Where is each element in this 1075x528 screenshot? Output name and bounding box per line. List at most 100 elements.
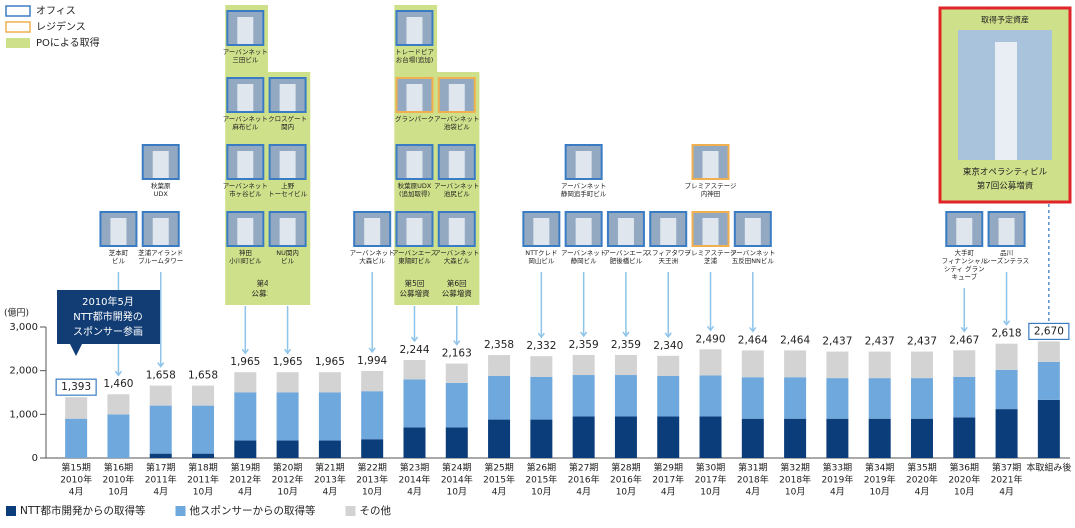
photo-caption: アーバンネット [350, 249, 395, 257]
photo-building [279, 84, 296, 111]
arrow-head [157, 362, 165, 368]
photo-caption: 静岡ビル [571, 256, 598, 265]
x-tick-label: 4月 [999, 487, 1014, 498]
photo-legend-swatch [5, 21, 31, 33]
x-tick-label: 10月 [277, 487, 297, 498]
photo-building [152, 151, 169, 178]
legend-label: NTT都市開発からの取得等 [20, 504, 146, 517]
y-tick-label: 3,000 [9, 322, 38, 333]
po-label: 第5回 [405, 278, 425, 288]
photo-building [448, 84, 465, 111]
x-tick-label: 2018年 [737, 474, 769, 486]
x-tick-label: 10月 [193, 487, 213, 498]
photo-caption: 関内 [281, 122, 294, 131]
featured-title: 取得予定資産 [981, 15, 1029, 25]
featured-building [995, 42, 1017, 160]
bar-segment [234, 392, 257, 441]
photo-caption: フィナンシャル [942, 257, 988, 265]
photo-caption: 市ヶ谷ビル [229, 189, 262, 198]
x-tick-label: 第22期 [357, 462, 386, 474]
sponsor-note: 2010年5月 [82, 295, 134, 308]
bar-segment [1037, 361, 1060, 400]
photo-caption: プレミアステージ [685, 249, 737, 257]
arrow-head [749, 326, 757, 333]
total-label: 1,965 [315, 356, 345, 368]
arrow-head [664, 332, 672, 339]
photo-building [237, 218, 254, 245]
x-tick-label: 4月 [323, 487, 338, 498]
bar-segment [403, 427, 426, 458]
total-label: 2,340 [653, 340, 683, 352]
photo-caption: 五反田NNビル [732, 256, 775, 265]
legend-swatch [6, 506, 16, 516]
bar-segment [107, 394, 130, 415]
photo-caption: シティ グラン [944, 264, 985, 273]
total-label: 2,490 [695, 333, 725, 345]
x-tick-label: 2012年 [272, 474, 304, 486]
photo-building [406, 151, 423, 178]
total-label: 2,464 [738, 334, 768, 346]
total-label: 2,244 [399, 344, 429, 356]
x-tick-label: 2017年 [652, 474, 684, 486]
photo-caption: 大手町 [955, 248, 975, 257]
total-label: 2,618 [992, 328, 1022, 340]
bar-segment [953, 417, 976, 458]
photo-building [575, 151, 592, 178]
photo-building [406, 84, 423, 111]
photo-caption: アーバンネット [434, 249, 479, 257]
legend-swatch [175, 506, 186, 516]
total-label: 2,670 [1034, 325, 1064, 337]
bar-segment [65, 397, 88, 419]
photo-caption: スフィアタワー [646, 248, 691, 257]
x-tick-label: 2015年 [525, 474, 557, 486]
bar-segment [488, 375, 511, 420]
photo-caption: 静岡追手町ビル [561, 189, 607, 198]
photo-caption: トーセイビル [268, 189, 308, 198]
arrow-head [284, 348, 292, 355]
bar-segment [488, 355, 511, 376]
bar-segment [699, 416, 722, 458]
bar-segment [530, 419, 553, 458]
photo-caption: 肥後橋ビル [610, 256, 643, 265]
photo-building [575, 218, 592, 245]
x-tick-label: 第20期 [273, 462, 302, 474]
bar-segment [784, 418, 807, 458]
x-tick-label: 2011年 [145, 474, 177, 486]
total-label: 2,437 [907, 336, 937, 348]
photo-building [110, 218, 127, 245]
bar-segment [530, 356, 553, 377]
x-tick-label: 第19期 [231, 462, 260, 474]
x-tick-label: 第18期 [188, 462, 217, 474]
bar-segment [318, 392, 341, 441]
total-label: 1,965 [273, 356, 303, 368]
featured-note: 第7回公募増資 [977, 181, 1033, 192]
x-tick-label: 第28期 [611, 462, 640, 474]
photo-building [279, 218, 296, 245]
total-label: 2,464 [780, 334, 810, 346]
bar-segment [234, 372, 257, 393]
x-tick-label: 10月 [954, 487, 974, 498]
photo-caption: 芝本町 [109, 248, 129, 257]
photo-caption: 池尻ビル [444, 189, 471, 198]
total-label-box [1028, 322, 1070, 341]
photo-building [660, 218, 677, 245]
bar-segment [953, 350, 976, 377]
x-tick-label: 2016年 [610, 474, 642, 486]
bar-segment [1037, 341, 1060, 362]
po-label: 公募増資 [442, 288, 472, 298]
photo-building [406, 218, 423, 245]
photo-caption: (追加取得) [399, 189, 430, 198]
x-tick-label: 2020年 [948, 474, 980, 486]
po-label: 公募増資 [251, 288, 281, 298]
bar-segment [784, 377, 807, 419]
photo-caption: 神田 [239, 248, 252, 257]
x-tick-label: 第15期 [61, 462, 90, 474]
x-tick-label: 2016年 [568, 474, 600, 486]
x-tick-label: 第31期 [738, 462, 767, 474]
photo-caption: アーバンエース [392, 249, 437, 257]
x-tick-label: 第37期 [992, 462, 1021, 474]
photo-building [448, 218, 465, 245]
bar-segment [572, 416, 595, 458]
bar-segment [445, 427, 468, 458]
